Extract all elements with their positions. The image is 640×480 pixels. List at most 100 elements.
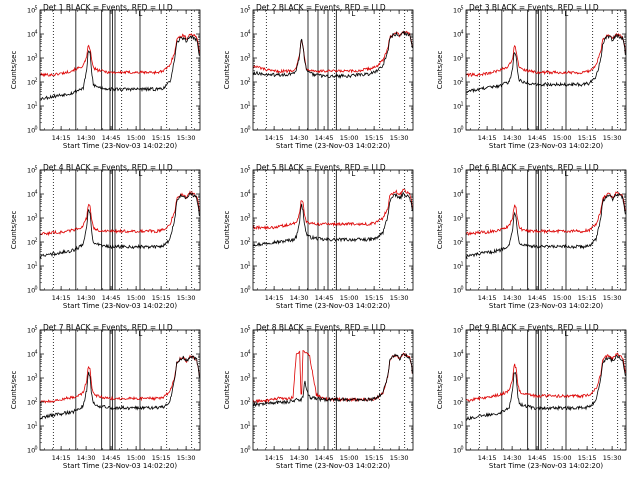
y-tick-label: 10 (27, 375, 35, 383)
panel-1: Det 1 BLACK = Events, RED = LLDL10010110… (10, 3, 201, 150)
panel-title: Det 5 BLACK = Events, RED = LLD (256, 163, 386, 172)
x-tick-label: 15:00 (340, 134, 359, 142)
y-tick-exponent: 4 (461, 350, 464, 356)
series-events (252, 191, 413, 247)
panel-title: Det 6 BLACK = Events, RED = LLD (469, 163, 599, 172)
y-tick-label: 10 (27, 167, 35, 175)
y-tick-label: 10 (27, 215, 35, 223)
panel-title: Det 7 BLACK = Events, RED = LLD (43, 323, 173, 332)
y-tick-label: 10 (27, 447, 35, 455)
y-tick-label: 10 (240, 191, 248, 199)
x-tick-label: 14:15 (478, 294, 497, 302)
legend-marker: L (564, 330, 568, 338)
x-tick-label: 15:00 (127, 134, 146, 142)
panel-title: Det 3 BLACK = Events, RED = LLD (469, 3, 599, 12)
x-tick-label: 15:15 (578, 454, 597, 462)
y-tick-exponent: 0 (35, 126, 38, 132)
y-tick-exponent: 5 (35, 166, 38, 172)
panel-3: Det 3 BLACK = Events, RED = LLDL10010110… (436, 3, 627, 150)
plot-frame (465, 329, 627, 451)
y-tick-label: 10 (27, 191, 35, 199)
y-axis-label: Counts/sec (10, 51, 18, 90)
series-lld (465, 32, 626, 78)
x-axis-label: Start Time (23-Nov-03 14:02:20) (63, 302, 177, 310)
y-tick-exponent: 4 (35, 30, 38, 36)
x-tick-label: 15:30 (177, 134, 196, 142)
y-tick-exponent: 0 (461, 446, 464, 452)
y-tick-exponent: 5 (248, 166, 251, 172)
y-tick-label: 10 (453, 103, 461, 111)
panel-6: Det 6 BLACK = Events, RED = LLDL10010110… (436, 163, 627, 310)
y-tick-exponent: 4 (35, 350, 38, 356)
y-tick-label: 10 (240, 239, 248, 247)
plot-frame (252, 9, 414, 131)
y-tick-label: 10 (453, 351, 461, 359)
x-tick-label: 14:30 (77, 454, 96, 462)
series-lld (39, 354, 200, 404)
legend-marker: L (564, 10, 568, 18)
y-tick-label: 10 (453, 375, 461, 383)
y-tick-exponent: 3 (461, 54, 464, 60)
plot-frame (39, 169, 201, 291)
y-tick-label: 10 (27, 103, 35, 111)
x-tick-label: 14:45 (315, 454, 334, 462)
y-tick-label: 10 (453, 31, 461, 39)
legend-marker: L (351, 330, 355, 338)
y-tick-exponent: 5 (248, 6, 251, 12)
y-tick-label: 10 (27, 31, 35, 39)
series-events (39, 35, 200, 101)
y-tick-exponent: 5 (35, 326, 38, 332)
y-tick-label: 10 (240, 423, 248, 431)
y-tick-label: 10 (240, 103, 248, 111)
y-tick-exponent: 4 (248, 190, 251, 196)
y-tick-label: 10 (27, 399, 35, 407)
x-tick-label: 14:45 (102, 294, 121, 302)
y-axis-label: Counts/sec (10, 371, 18, 410)
y-tick-exponent: 2 (35, 398, 38, 404)
y-tick-exponent: 1 (461, 422, 464, 428)
series-events (465, 354, 626, 421)
y-tick-label: 10 (240, 7, 248, 15)
x-axis-label: Start Time (23-Nov-03 14:02:20) (276, 462, 390, 470)
x-tick-label: 14:45 (528, 454, 547, 462)
x-tick-label: 14:15 (52, 134, 71, 142)
x-axis-label: Start Time (23-Nov-03 14:02:20) (63, 142, 177, 150)
y-tick-label: 10 (27, 79, 35, 87)
y-tick-exponent: 3 (35, 374, 38, 380)
y-tick-exponent: 2 (461, 398, 464, 404)
y-tick-exponent: 4 (248, 30, 251, 36)
y-tick-label: 10 (240, 31, 248, 39)
plot-frame (39, 329, 201, 451)
x-tick-label: 15:15 (365, 294, 384, 302)
y-tick-exponent: 2 (248, 78, 251, 84)
x-tick-label: 14:45 (528, 294, 547, 302)
x-axis-label: Start Time (23-Nov-03 14:02:20) (489, 302, 603, 310)
y-tick-exponent: 4 (248, 350, 251, 356)
y-tick-label: 10 (240, 263, 248, 271)
x-tick-label: 14:15 (265, 134, 284, 142)
y-tick-exponent: 1 (248, 422, 251, 428)
x-tick-label: 15:30 (177, 294, 196, 302)
series-lld (252, 188, 413, 231)
y-tick-exponent: 3 (35, 214, 38, 220)
series-lld (252, 30, 413, 74)
y-tick-label: 10 (240, 351, 248, 359)
legend-marker: L (351, 10, 355, 18)
series-lld (252, 350, 413, 404)
x-tick-label: 15:30 (390, 454, 409, 462)
y-axis-label: Counts/sec (223, 211, 231, 250)
x-axis-label: Start Time (23-Nov-03 14:02:20) (489, 142, 603, 150)
y-tick-label: 10 (453, 191, 461, 199)
x-tick-label: 15:15 (152, 134, 171, 142)
x-tick-label: 15:30 (390, 294, 409, 302)
y-tick-label: 10 (453, 239, 461, 247)
panel-title: Det 9 BLACK = Events, RED = LLD (469, 323, 599, 332)
y-tick-label: 10 (453, 127, 461, 135)
y-tick-label: 10 (240, 327, 248, 335)
y-tick-label: 10 (27, 127, 35, 135)
y-tick-exponent: 5 (461, 166, 464, 172)
y-tick-exponent: 2 (248, 238, 251, 244)
